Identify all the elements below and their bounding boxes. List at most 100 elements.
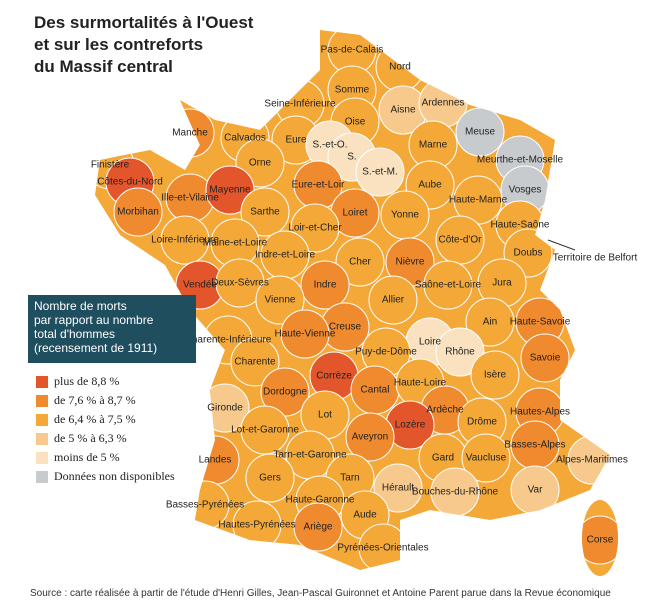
legend-label: de 5 % à 6,3 %: [54, 431, 127, 445]
department-label: Tarn: [340, 473, 359, 484]
department: [113, 187, 163, 237]
department-label: Haute-Vienne: [275, 329, 336, 340]
department-label: Aveyron: [352, 432, 389, 443]
legend-label: moins de 5 %: [54, 450, 120, 464]
department-label: Ain: [483, 317, 497, 328]
department-label: Charente-Inférieure: [185, 335, 272, 346]
department-label: Sarthe: [250, 207, 280, 218]
department-label: Dordogne: [263, 387, 307, 398]
department-label: Alpes-Maritimes: [556, 455, 628, 466]
department-label: Gironde: [207, 403, 243, 414]
legend-label: de 6,4 % à 7,5 %: [54, 412, 136, 426]
department-label: Corrèze: [316, 371, 352, 382]
department-label: Charente: [234, 357, 276, 368]
department-label: Finistère: [91, 160, 130, 171]
legend-title-box: [28, 295, 196, 363]
source: Source : carte réalisée à partir de l'ét…: [30, 588, 611, 599]
department: [335, 237, 385, 287]
department-label: S.-et-M.: [362, 167, 398, 178]
legend-title: Nombre de morts: [34, 299, 127, 313]
legend-label: de 7,6 % à 8,7 %: [54, 393, 136, 407]
department: [245, 453, 295, 503]
department: [345, 412, 395, 462]
department-label: Loire: [419, 337, 442, 348]
legend-swatch: [36, 452, 48, 464]
legend-swatch: [36, 471, 48, 483]
department-label: Côtes-du-Nord: [97, 177, 163, 188]
department-label: Manche: [172, 128, 208, 139]
legend-title: (recensement de 1911): [34, 341, 157, 355]
department-label: Ille-et-Vilaine: [161, 193, 219, 204]
department-label: Hautes-Alpes: [510, 407, 570, 418]
department-label: Cantal: [361, 385, 390, 396]
department-label: Vosges: [509, 185, 542, 196]
department-label: Marne: [419, 140, 448, 151]
legend-swatch: [36, 376, 48, 388]
legend-swatch: [36, 414, 48, 426]
department-label: Ardèche: [426, 405, 464, 416]
department-label: Drôme: [467, 417, 497, 428]
department-label: Landes: [199, 455, 232, 466]
department-label: Indre: [314, 280, 337, 291]
department-label: Allier: [382, 295, 405, 306]
department-label: Calvados: [224, 133, 266, 144]
department: [373, 463, 423, 513]
department-label: Nièvre: [396, 257, 425, 268]
department-label: Haute-Marne: [449, 195, 508, 206]
department-label: Meuse: [465, 127, 495, 138]
department-label: Loiret: [342, 208, 367, 219]
department-label: Gers: [259, 473, 281, 484]
department: [240, 187, 290, 237]
department-label: Vendée: [183, 280, 217, 291]
department-label: Savoie: [530, 353, 561, 364]
department: [280, 309, 330, 359]
department: [368, 275, 418, 325]
department-label: S.: [347, 152, 356, 163]
legend-swatch: [36, 395, 48, 407]
department: [455, 107, 505, 157]
department-label: Eure-et-Loir: [292, 180, 345, 191]
department-label: S.-et-O.: [312, 140, 347, 151]
department-label: Nord: [389, 62, 411, 73]
leader-line: [547, 239, 576, 251]
department-label: Eure: [285, 135, 307, 146]
department-label: Haute-Loire: [394, 378, 447, 389]
department: [470, 350, 520, 400]
department-label: Isère: [484, 370, 507, 381]
department-label: Hérault: [382, 483, 414, 494]
department-label: Morbihan: [117, 207, 159, 218]
department-label: Cher: [349, 257, 371, 268]
department-label: Meurthe-et-Moselle: [477, 155, 564, 166]
department-label: Saône-et-Loire: [415, 280, 482, 291]
department-label: Loir-et-Cher: [288, 223, 342, 234]
department-label: Maine-et-Loire: [203, 238, 268, 249]
department: [205, 165, 255, 215]
department-label: Oise: [345, 117, 366, 128]
department-label: Pyrénées-Orientales: [337, 543, 428, 554]
department-label: Basses-Pyrénées: [166, 500, 244, 511]
title-line: et sur les contreforts: [34, 35, 203, 54]
department-label: Bouches-du-Rhône: [412, 487, 499, 498]
department-label: Gard: [432, 453, 454, 464]
department-label: Jura: [492, 278, 512, 289]
title-line: du Massif central: [34, 57, 173, 76]
department: [293, 502, 343, 552]
department-label: Deux-Sèvres: [211, 278, 269, 289]
department-label: Var: [528, 485, 543, 496]
department: [230, 337, 280, 387]
department-label: Côte-d'Or: [438, 235, 482, 246]
department-label: Seine-Inférieure: [264, 99, 336, 110]
title: Des surmortalités à l'Ouest et sur les c…: [34, 13, 254, 76]
department-label: Rhône: [445, 347, 475, 358]
legend-title: total d'hommes: [34, 327, 115, 341]
department: [355, 147, 405, 197]
department-label: Indre-et-Loire: [255, 250, 315, 261]
department-label: Haute-Savoie: [510, 317, 571, 328]
department-label: Creuse: [329, 322, 362, 333]
department-label: Lot: [318, 410, 332, 421]
department-label: Doubs: [514, 248, 543, 259]
department-label: Tarn-et-Garonne: [273, 450, 347, 461]
department-label: Aisne: [390, 105, 415, 116]
department-label: Mayenne: [209, 185, 251, 196]
